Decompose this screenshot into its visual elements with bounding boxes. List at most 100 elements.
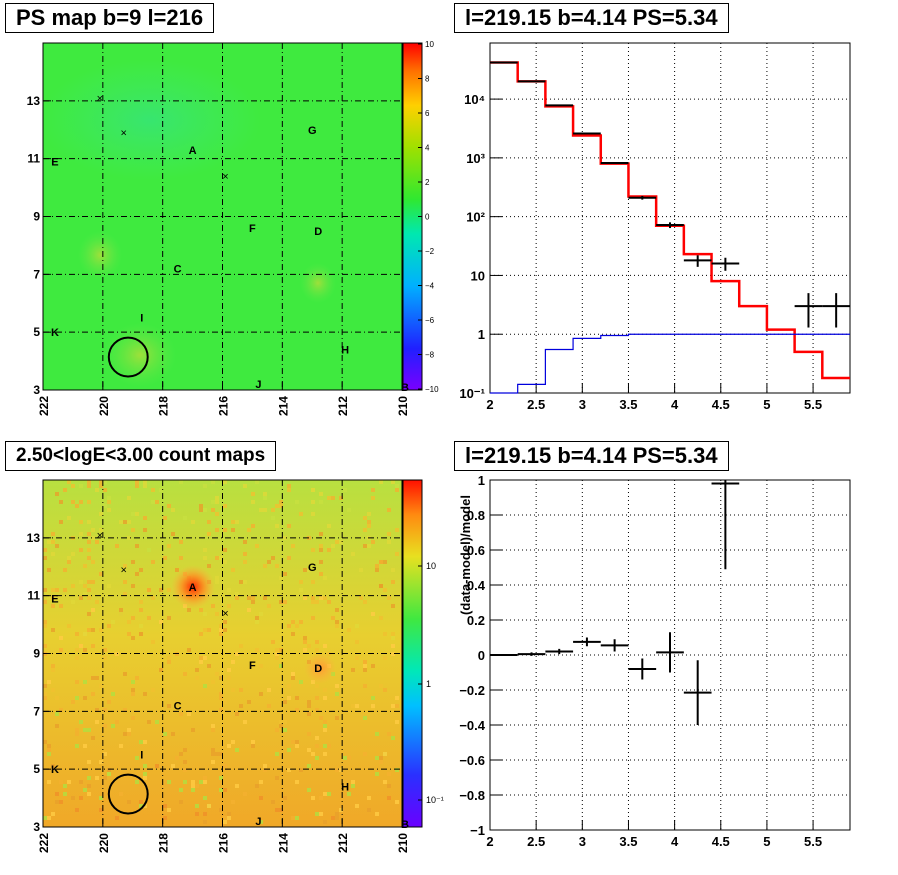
count-pixel [151, 688, 155, 692]
count-pixel [335, 536, 339, 540]
count-pixel [355, 804, 359, 808]
count-pixel [175, 756, 179, 760]
count-pixel [371, 708, 375, 712]
source-label-C: C [174, 701, 182, 713]
y-tick-label: 7 [33, 704, 40, 718]
count-pixel [107, 700, 111, 704]
y-tick-label: −0.4 [459, 718, 485, 733]
spectrum-panel: 2 2.5 3 3.5 4 4.5 5 5.5 10⁻¹ 1 10 10² 10³ 10⁴ [459, 42, 851, 412]
count-pixel [75, 732, 79, 736]
count-pixel [351, 784, 355, 788]
count-pixel [319, 492, 323, 496]
count-pixel [271, 508, 275, 512]
count-pixel [135, 780, 139, 784]
count-pixel [55, 712, 59, 716]
count-pixel [239, 688, 243, 692]
count-pixel [151, 500, 155, 504]
count-pixel [379, 684, 383, 688]
count-pixel [51, 596, 55, 600]
count-pixel [147, 616, 151, 620]
count-pixel [279, 648, 283, 652]
count-pixel [67, 556, 71, 560]
count-pixel [91, 628, 95, 632]
count-pixel [267, 560, 271, 564]
cross-marker: × [97, 93, 103, 105]
count-pixel [79, 796, 83, 800]
count-pixel [203, 556, 207, 560]
count-pixel [151, 596, 155, 600]
model-step-line [490, 61, 850, 380]
count-pixel [315, 684, 319, 688]
count-pixel [287, 484, 291, 488]
count-pixel [215, 576, 219, 580]
count-pixel [191, 728, 195, 732]
count-pixel [207, 520, 211, 524]
count-pixel [291, 620, 295, 624]
count-pixel [259, 796, 263, 800]
count-map-hotspot-A [171, 565, 215, 609]
count-pixel [219, 696, 223, 700]
count-pixel [63, 488, 67, 492]
count-pixel [51, 604, 55, 608]
count-pixel [275, 504, 279, 508]
colorbar-label: −6 [425, 316, 435, 325]
count-pixel [331, 816, 335, 820]
count-pixel [179, 712, 183, 716]
count-pixel [199, 780, 203, 784]
count-pixel [363, 660, 367, 664]
count-pixel [207, 564, 211, 568]
count-pixel [319, 544, 323, 548]
x-tick-label: 2 [486, 397, 493, 412]
count-pixel [95, 676, 99, 680]
count-pixel [223, 764, 227, 768]
count-pixel [55, 544, 59, 548]
ps-map-panel: 222 220 218 216 214 212 21035791113ABCDEFGHIJK… [27, 40, 439, 416]
count-pixel [131, 716, 135, 720]
count-pixel [103, 708, 107, 712]
count-pixel [379, 584, 383, 588]
count-pixel [371, 696, 375, 700]
count-pixel [215, 512, 219, 516]
count-pixel [131, 692, 135, 696]
count-pixel [87, 728, 91, 732]
source-label-H: H [341, 782, 349, 794]
count-pixel [227, 604, 231, 608]
count-pixel [79, 500, 83, 504]
ps-map-warm-spot [78, 231, 122, 279]
count-pixel [339, 540, 343, 544]
count-pixel [319, 532, 323, 536]
count-pixel [87, 540, 91, 544]
colorbar-label: 10 [425, 40, 434, 49]
count-pixel [263, 764, 267, 768]
count-pixel [395, 528, 399, 532]
count-pixel [87, 792, 91, 796]
count-pixel [59, 800, 63, 804]
cross-marker: × [121, 128, 127, 140]
count-pixel [287, 556, 291, 560]
count-pixel [223, 628, 227, 632]
count-pixel [143, 528, 147, 532]
count-pixel [191, 520, 195, 524]
count-pixel [275, 728, 279, 732]
count-pixel [363, 684, 367, 688]
count-pixel [283, 536, 287, 540]
count-pixel [319, 548, 323, 552]
count-pixel [139, 740, 143, 744]
count-pixel [127, 800, 131, 804]
colorbar-label: −2 [425, 247, 435, 256]
count-pixel [83, 632, 87, 636]
count-pixel [259, 780, 263, 784]
x-tick-label: 4.5 [712, 834, 730, 849]
count-pixel [71, 600, 75, 604]
count-pixel [163, 556, 167, 560]
count-pixel [63, 784, 67, 788]
count-pixel [179, 752, 183, 756]
count-pixel [119, 520, 123, 524]
count-pixel [371, 664, 375, 668]
count-pixel [87, 520, 91, 524]
count-pixel [127, 496, 131, 500]
count-pixel [135, 512, 139, 516]
count-pixel [387, 596, 391, 600]
x-tick-label: 5.5 [804, 834, 822, 849]
count-pixel [51, 668, 55, 672]
